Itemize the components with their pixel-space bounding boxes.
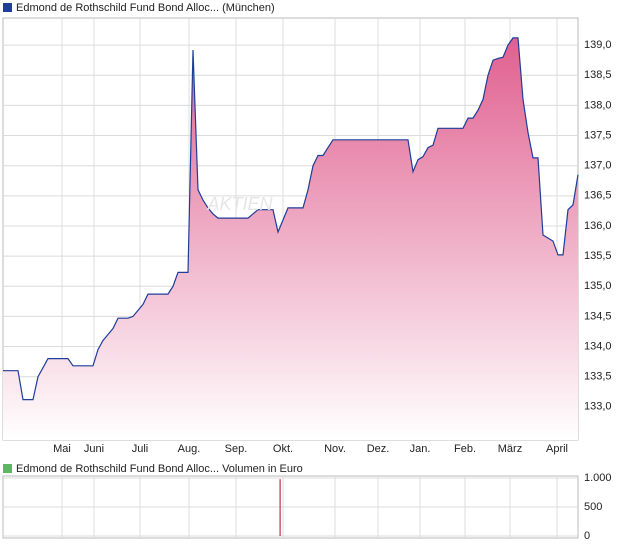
chart-title: Edmond de Rothschild Fund Bond Alloc... … — [16, 463, 303, 475]
y-tick-label: 133,0 — [584, 401, 612, 413]
area — [3, 37, 578, 441]
y-tick-label: 0 — [584, 530, 590, 542]
y-tick-label: 137,5 — [584, 129, 612, 141]
x-tick-label: Juni — [84, 443, 104, 455]
y-tick-label: 137,0 — [584, 160, 612, 172]
x-tick-label: Okt. — [273, 443, 293, 455]
y-tick-label: 138,5 — [584, 69, 612, 81]
legend-swatch — [3, 3, 12, 12]
y-tick-label: 135,0 — [584, 280, 612, 292]
x-tick-label: April — [546, 443, 568, 455]
y-tick-label: 1.000 — [584, 472, 612, 484]
y-tick-label: 500 — [584, 501, 602, 513]
x-tick-label: Sep. — [225, 443, 248, 455]
x-tick-label: März — [498, 443, 522, 455]
y-tick-label: 136,5 — [584, 190, 612, 202]
x-tick-label: Feb. — [454, 443, 476, 455]
y-tick-label: 134,5 — [584, 310, 612, 322]
x-tick-label: Juli — [132, 443, 149, 455]
legend-swatch — [3, 464, 12, 473]
y-tick-label: 139,0 — [584, 39, 612, 51]
x-tick-label: Aug. — [178, 443, 201, 455]
y-tick-label: 133,5 — [584, 371, 612, 383]
y-tick-label: 134,0 — [584, 340, 612, 352]
y-tick-label: 135,5 — [584, 250, 612, 262]
x-tick-label: Dez. — [367, 443, 390, 455]
x-tick-label: Mai — [53, 443, 71, 455]
y-tick-label: 138,0 — [584, 99, 612, 111]
x-tick-label: Jan. — [410, 443, 431, 455]
line — [3, 37, 579, 401]
watermark: AKTIEN — [206, 194, 273, 214]
y-tick-label: 136,0 — [584, 220, 612, 232]
x-tick-label: Nov. — [324, 443, 346, 455]
chart-title: Edmond de Rothschild Fund Bond Alloc... … — [16, 2, 275, 14]
volume-bar — [279, 479, 281, 536]
